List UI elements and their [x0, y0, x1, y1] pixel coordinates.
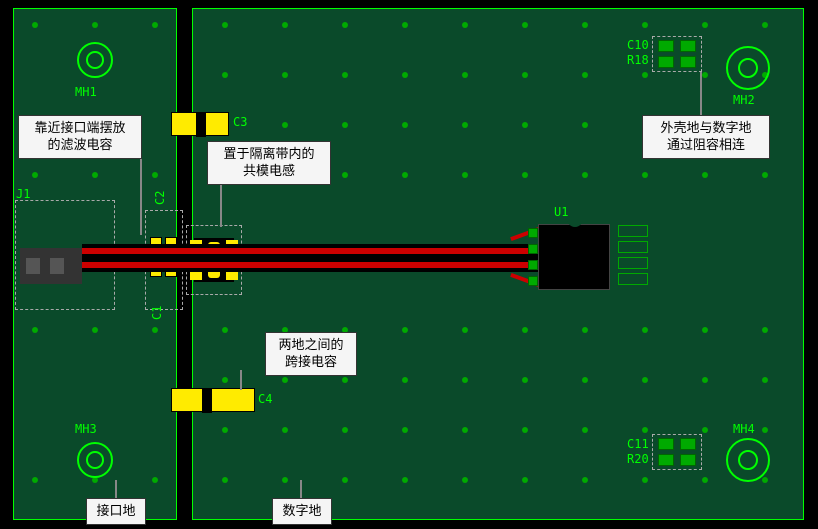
- capacitor-c4: [171, 388, 255, 412]
- callout-cm-choke: 置于隔离带内的 共模电感: [207, 141, 331, 185]
- smd-r20: [658, 454, 674, 466]
- leader-diggnd: [300, 480, 302, 500]
- callout-dig-gnd: 数字地: [272, 498, 332, 525]
- smd-c11b: [680, 438, 696, 450]
- connector-j1: [20, 248, 82, 284]
- u1-pin: [528, 244, 538, 254]
- leader-cmchoke: [220, 179, 222, 227]
- smd-r18: [658, 56, 674, 68]
- silk-r20: R20: [627, 452, 649, 466]
- pcb-board: MH1 MH2 MH3 MH4 C3 C4 C2 C1 J1 U1 C10 R1…: [0, 0, 818, 529]
- ic-u1: [538, 224, 610, 290]
- callout-shell-gnd: 外壳地与数字地 通过阻容相连: [642, 115, 770, 159]
- trace-diff-n: [82, 262, 538, 268]
- u1-pin: [528, 260, 538, 270]
- leader-filtercap: [140, 153, 142, 235]
- silk-mh2: MH2: [733, 93, 755, 107]
- callout-filter-cap: 靠近接口端摆放 的滤波电容: [18, 115, 142, 159]
- leader-shellgnd: [700, 72, 702, 116]
- silk-u1: U1: [554, 205, 568, 219]
- smd-r18b: [680, 56, 696, 68]
- leader-bridgecap: [240, 370, 242, 390]
- u1-pin: [528, 276, 538, 286]
- trace-diff-p: [82, 248, 538, 254]
- silk-r18: R18: [627, 53, 649, 67]
- silk-c11: C11: [627, 437, 649, 451]
- smd-c11: [658, 438, 674, 450]
- smd-r20b: [680, 454, 696, 466]
- u1-pin: [528, 228, 538, 238]
- silk-mh1: MH1: [75, 85, 97, 99]
- smd-c10: [658, 40, 674, 52]
- callout-if-gnd: 接口地: [86, 498, 146, 525]
- smd-c10b: [680, 40, 696, 52]
- silk-c4: C4: [258, 392, 272, 406]
- silk-c3: C3: [233, 115, 247, 129]
- callout-bridge-cap: 两地之间的 跨接电容: [265, 332, 357, 376]
- leader-ifgnd: [115, 480, 117, 500]
- silk-j1: J1: [16, 187, 30, 201]
- silk-c2: C2: [153, 191, 167, 205]
- silk-c1: C1: [150, 306, 164, 320]
- capacitor-c3: [171, 112, 229, 136]
- silk-mh4: MH4: [733, 422, 755, 436]
- silk-c10: C10: [627, 38, 649, 52]
- silk-mh3: MH3: [75, 422, 97, 436]
